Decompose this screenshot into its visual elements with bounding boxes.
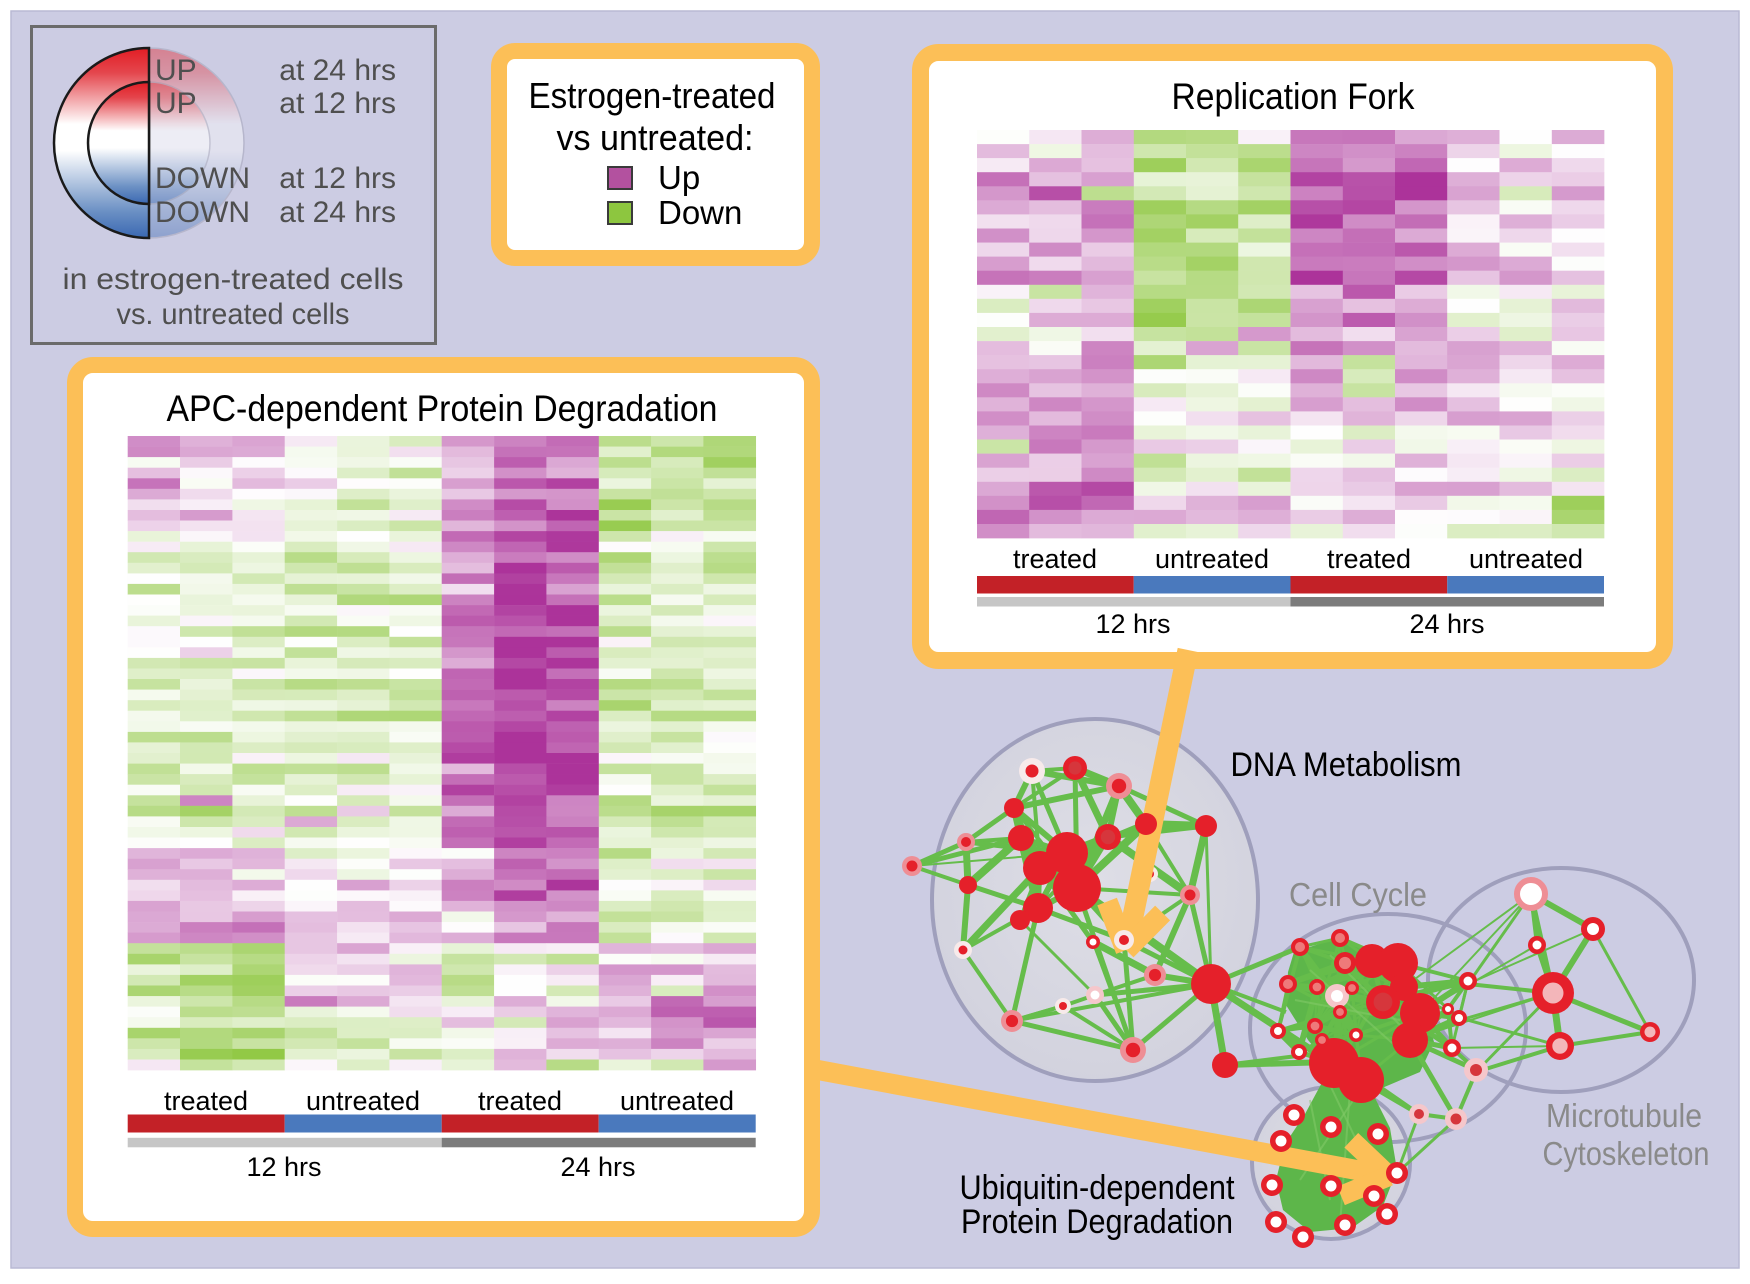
- svg-text:DOWN: DOWN: [155, 162, 250, 195]
- svg-text:24 hrs: 24 hrs: [1409, 609, 1484, 639]
- svg-text:Estrogen-treated: Estrogen-treated: [529, 75, 776, 116]
- svg-text:Up: Up: [658, 159, 700, 196]
- svg-text:Microtubule: Microtubule: [1546, 1097, 1702, 1134]
- svg-text:treated: treated: [164, 1086, 248, 1116]
- svg-text:vs. untreated cells: vs. untreated cells: [117, 298, 350, 331]
- svg-text:treated: treated: [478, 1086, 562, 1116]
- svg-text:DNA Metabolism: DNA Metabolism: [1231, 746, 1462, 784]
- svg-text:UP: UP: [155, 54, 197, 87]
- svg-text:at 12 hrs: at 12 hrs: [279, 87, 396, 120]
- svg-text:at 12 hrs: at 12 hrs: [279, 162, 396, 195]
- svg-text:treated: treated: [1013, 544, 1097, 574]
- svg-text:Cytoskeleton: Cytoskeleton: [1543, 1135, 1710, 1172]
- svg-text:at 24 hrs: at 24 hrs: [279, 54, 396, 87]
- svg-text:UP: UP: [155, 87, 197, 120]
- svg-text:Protein Degradation: Protein Degradation: [961, 1203, 1233, 1241]
- svg-text:in estrogen-treated cells: in estrogen-treated cells: [63, 263, 404, 296]
- svg-text:at 24 hrs: at 24 hrs: [279, 196, 396, 229]
- svg-text:12 hrs: 12 hrs: [246, 1152, 321, 1182]
- svg-text:treated: treated: [1327, 544, 1411, 574]
- svg-text:Cell Cycle: Cell Cycle: [1289, 876, 1427, 913]
- svg-text:Replication Fork: Replication Fork: [1172, 76, 1415, 117]
- svg-text:12 hrs: 12 hrs: [1095, 609, 1170, 639]
- svg-text:untreated: untreated: [1469, 544, 1583, 574]
- svg-text:DOWN: DOWN: [155, 196, 250, 229]
- svg-text:untreated: untreated: [306, 1086, 420, 1116]
- svg-text:APC-dependent Protein Degradat: APC-dependent Protein Degradation: [167, 388, 718, 429]
- svg-text:untreated: untreated: [1155, 544, 1269, 574]
- svg-text:untreated: untreated: [620, 1086, 734, 1116]
- svg-text:Ubiquitin-dependent: Ubiquitin-dependent: [960, 1169, 1235, 1207]
- svg-text:vs untreated:: vs untreated:: [557, 117, 754, 158]
- svg-text:Down: Down: [658, 194, 742, 231]
- svg-text:24 hrs: 24 hrs: [560, 1152, 635, 1182]
